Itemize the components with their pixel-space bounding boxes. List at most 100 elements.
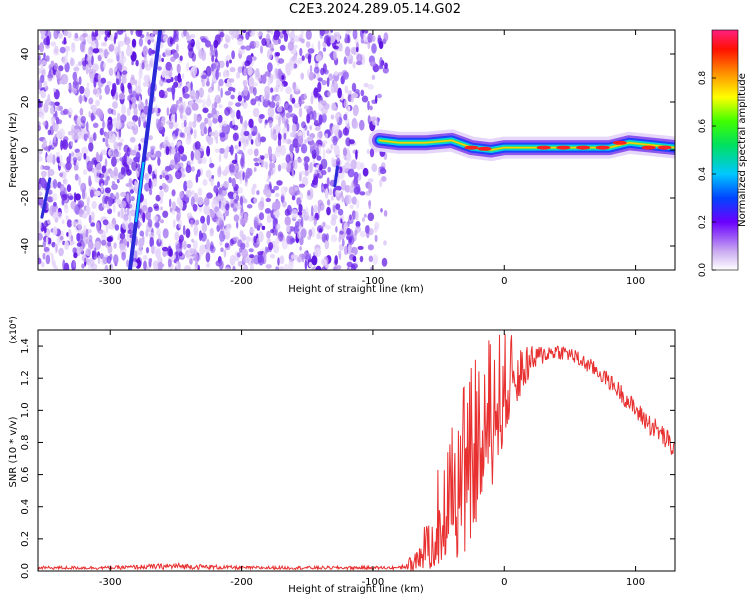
noise-blob bbox=[187, 42, 194, 52]
noise-blob bbox=[94, 190, 101, 197]
noise-blob bbox=[324, 188, 329, 200]
noise-blob bbox=[292, 138, 299, 149]
noise-blob bbox=[375, 66, 380, 72]
noise-blob bbox=[276, 180, 283, 186]
noise-blob bbox=[59, 46, 66, 54]
noise-blob bbox=[142, 255, 148, 261]
noise-blob bbox=[198, 48, 204, 60]
noise-blob bbox=[101, 165, 107, 174]
noise-blob bbox=[166, 78, 172, 84]
noise-blob bbox=[229, 59, 232, 64]
signal-hotspot bbox=[612, 140, 627, 145]
noise-blob bbox=[159, 185, 163, 190]
noise-blob bbox=[107, 108, 113, 115]
noise-blob bbox=[38, 67, 42, 75]
noise-blob bbox=[149, 60, 153, 67]
noise-blob bbox=[333, 45, 339, 50]
noise-blob bbox=[226, 71, 230, 78]
noise-blob bbox=[40, 261, 45, 268]
noise-blob bbox=[121, 104, 126, 115]
noise-blob bbox=[210, 210, 215, 219]
noise-blob bbox=[106, 31, 111, 38]
noise-blob bbox=[367, 83, 374, 90]
noise-blob bbox=[223, 249, 227, 258]
noise-blob bbox=[291, 208, 298, 220]
noise-blob bbox=[163, 140, 167, 149]
noise-blob bbox=[284, 208, 290, 216]
noise-blob bbox=[250, 98, 257, 106]
noise-blob bbox=[181, 73, 185, 79]
noise-blob bbox=[192, 120, 197, 128]
noise-blob bbox=[129, 209, 136, 217]
noise-blob bbox=[297, 157, 303, 163]
noise-blob bbox=[332, 266, 337, 270]
noise-blob bbox=[205, 169, 212, 179]
noise-blob bbox=[352, 61, 356, 69]
noise-blob bbox=[331, 214, 338, 220]
noise-blob bbox=[300, 143, 308, 154]
noise-blob bbox=[313, 204, 318, 214]
noise-blob bbox=[43, 226, 47, 234]
noise-blob bbox=[174, 162, 181, 170]
noise-blob bbox=[191, 238, 195, 243]
noise-blob bbox=[207, 136, 214, 146]
noise-blob bbox=[341, 195, 345, 203]
noise-blob bbox=[168, 248, 173, 257]
noise-blob bbox=[57, 211, 63, 220]
frequency-streak bbox=[333, 165, 339, 188]
noise-blob bbox=[68, 153, 72, 160]
noise-blob bbox=[343, 245, 348, 256]
noise-blob bbox=[321, 113, 327, 123]
noise-blob bbox=[381, 257, 388, 267]
top-x-ticks: -300 -200 -100 0 100 bbox=[99, 30, 645, 287]
noise-blob bbox=[347, 90, 353, 95]
noise-blob bbox=[191, 190, 195, 196]
noise-blob bbox=[235, 34, 239, 39]
noise-blob bbox=[344, 46, 351, 57]
noise-blob bbox=[322, 148, 326, 159]
colorbar-ticks: 0.0 0.2 0.4 0.6 0.8 bbox=[698, 71, 716, 277]
noise-blob bbox=[64, 177, 68, 186]
noise-blob bbox=[382, 67, 389, 74]
noise-blob bbox=[92, 63, 99, 72]
noise-blob bbox=[247, 148, 254, 156]
noise-blob bbox=[155, 118, 159, 129]
noise-blob bbox=[99, 127, 104, 136]
noise-blob bbox=[268, 146, 272, 157]
noise-blob bbox=[221, 123, 228, 134]
noise-blob bbox=[176, 43, 179, 53]
noise-blob bbox=[273, 185, 280, 191]
noise-blob bbox=[224, 90, 232, 96]
noise-blob bbox=[203, 196, 210, 207]
noise-blob bbox=[46, 100, 52, 106]
noise-blob bbox=[151, 245, 155, 255]
noise-blob bbox=[105, 224, 109, 234]
noise-blob bbox=[182, 225, 186, 236]
noise-blob bbox=[102, 137, 106, 143]
noise-blob bbox=[364, 225, 370, 234]
noise-blob bbox=[205, 40, 211, 48]
noise-blob bbox=[257, 99, 261, 107]
noise-blob bbox=[379, 57, 383, 68]
noise-blob bbox=[107, 222, 111, 229]
noise-blob bbox=[281, 75, 285, 80]
noise-blob bbox=[245, 241, 250, 248]
noise-blob bbox=[224, 107, 231, 116]
noise-blob bbox=[347, 244, 352, 253]
noise-blob bbox=[351, 196, 357, 205]
noise-blob bbox=[256, 190, 260, 196]
noise-blob bbox=[344, 33, 348, 44]
noise-blob bbox=[113, 166, 119, 177]
noise-blob bbox=[279, 266, 284, 270]
noise-blob bbox=[270, 189, 275, 194]
noise-blob bbox=[90, 263, 98, 270]
noise-blob bbox=[184, 265, 191, 270]
noise-blob bbox=[52, 122, 59, 132]
noise-blob bbox=[112, 134, 116, 145]
noise-blob bbox=[215, 148, 220, 153]
noise-blob bbox=[330, 82, 338, 93]
bottom-x-tick-label: -200 bbox=[230, 577, 253, 588]
noise-blob bbox=[142, 212, 146, 223]
noise-blob bbox=[153, 203, 159, 209]
noise-blob bbox=[193, 149, 201, 160]
